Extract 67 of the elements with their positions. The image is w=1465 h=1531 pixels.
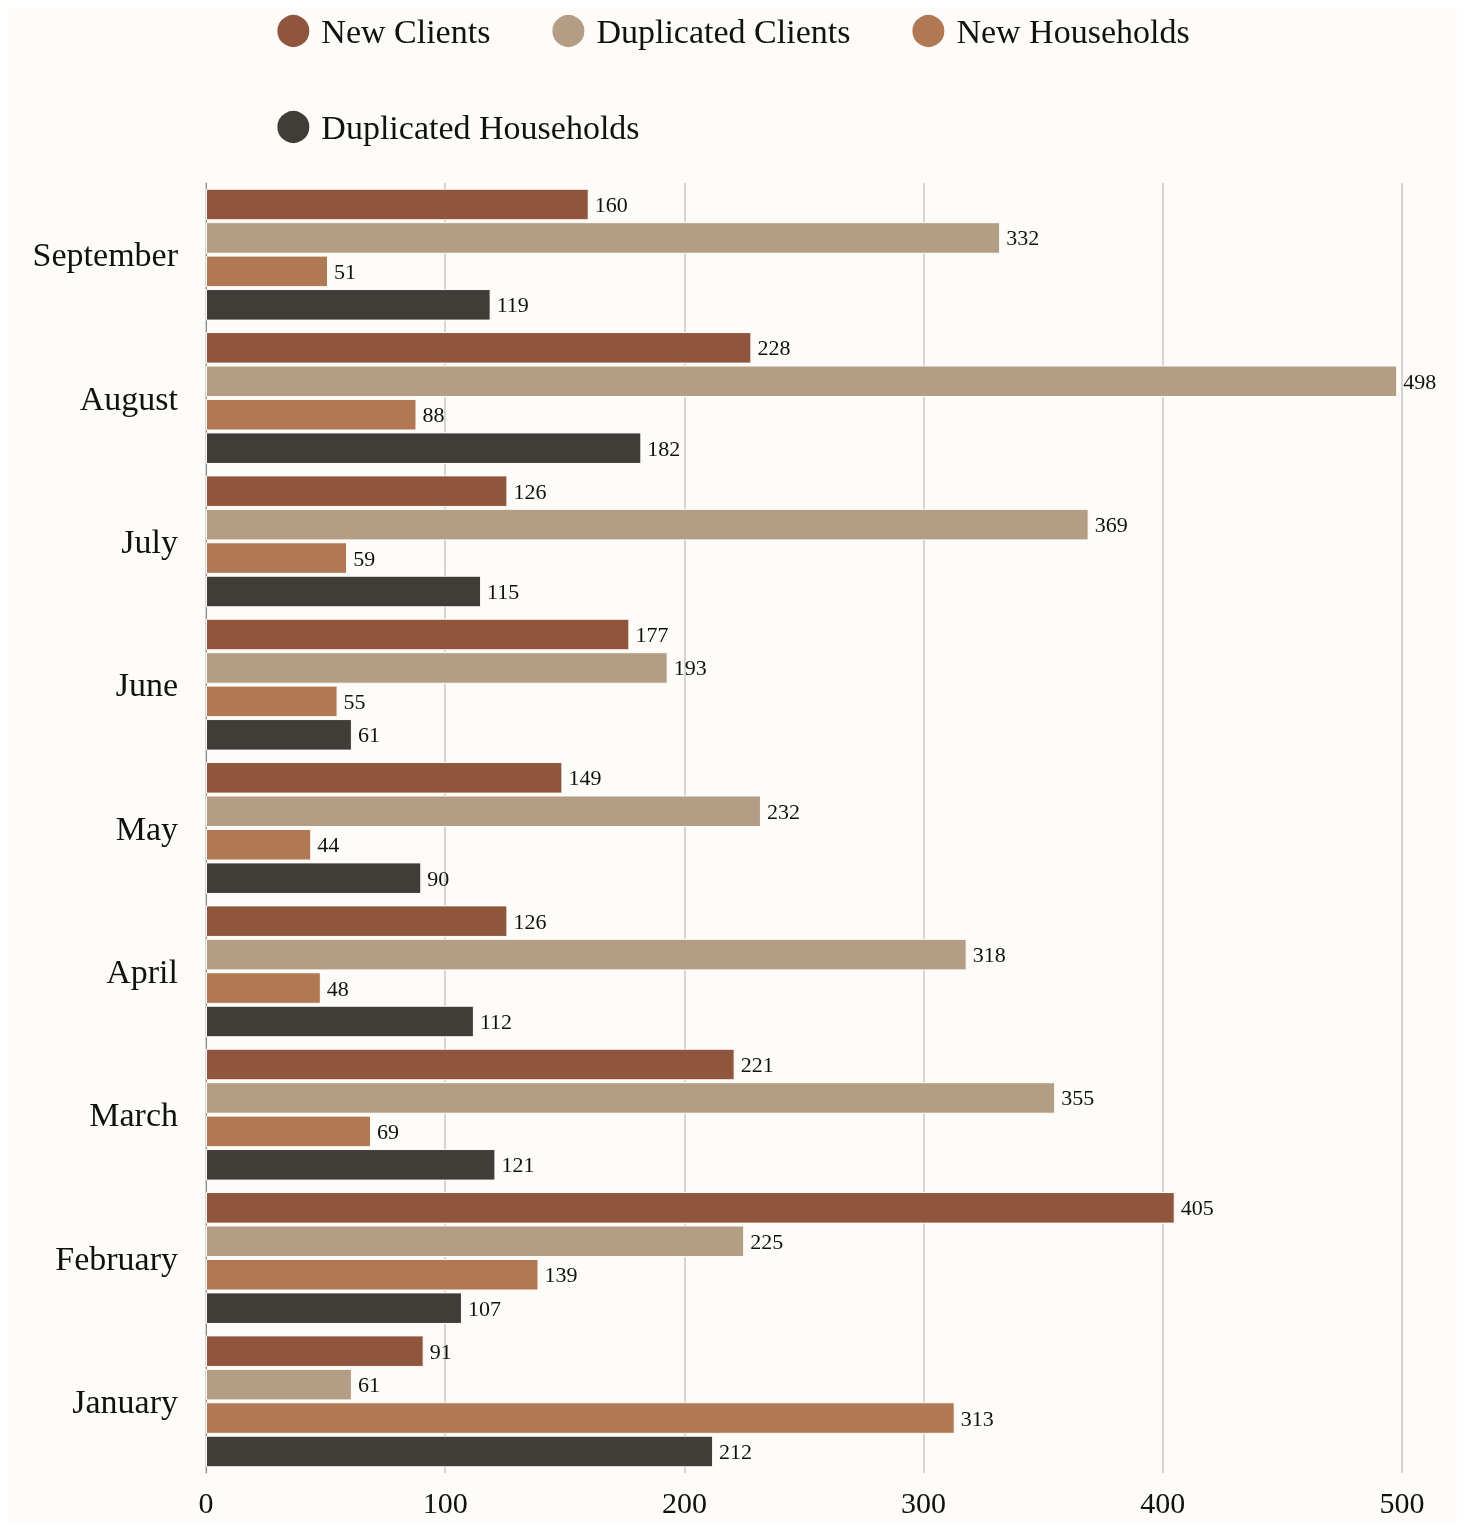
- x-tick-label: 0: [198, 1485, 214, 1519]
- legend-label: Duplicated Clients: [596, 12, 851, 50]
- y-tick-label: March: [89, 1096, 178, 1134]
- bar: [206, 618, 630, 651]
- data-label: 119: [496, 292, 529, 318]
- data-label: 126: [513, 908, 547, 934]
- data-label: 318: [972, 942, 1006, 968]
- data-label: 112: [479, 1008, 513, 1034]
- data-label: 55: [343, 688, 366, 714]
- data-label: 177: [635, 622, 669, 648]
- x-tick-label: 300: [901, 1485, 947, 1519]
- data-label: 91: [429, 1338, 452, 1364]
- data-label: 232: [766, 798, 800, 824]
- bar: [206, 1149, 496, 1181]
- data-label: 313: [960, 1405, 994, 1431]
- data-label: 59: [353, 545, 376, 571]
- x-tick-label: 400: [1140, 1485, 1186, 1519]
- legend-label: New Households: [956, 12, 1190, 50]
- bar: [206, 289, 491, 321]
- legend-label: New Clients: [321, 12, 491, 50]
- data-label: 115: [487, 578, 520, 604]
- bar: [206, 719, 352, 751]
- data-label: 126: [513, 478, 547, 504]
- legend-label: Duplicated Households: [321, 108, 640, 146]
- data-label: 498: [1403, 368, 1437, 394]
- data-label: 44: [317, 832, 340, 858]
- y-tick-label: February: [55, 1239, 178, 1277]
- data-label: 149: [568, 765, 602, 791]
- bar: [206, 1435, 714, 1468]
- y-tick-label: June: [115, 666, 178, 704]
- data-label: 228: [757, 335, 791, 361]
- data-label: 61: [357, 722, 380, 748]
- data-label: 221: [740, 1052, 774, 1078]
- data-label: 61: [357, 1372, 380, 1398]
- data-label: 69: [377, 1118, 400, 1144]
- data-label: 48: [326, 975, 349, 1001]
- x-tick-label: 200: [661, 1485, 707, 1519]
- y-tick-label: January: [72, 1382, 178, 1420]
- bar: [206, 1335, 424, 1367]
- data-label: 107: [467, 1295, 501, 1321]
- data-label: 225: [750, 1228, 784, 1254]
- bar: [206, 1048, 735, 1081]
- y-tick-label: May: [115, 809, 178, 847]
- y-tick-label: July: [121, 522, 178, 560]
- y-tick-label: September: [32, 236, 179, 274]
- bar: [206, 575, 482, 608]
- bar: [206, 475, 508, 507]
- data-label: 51: [333, 258, 356, 284]
- y-tick-label: August: [79, 379, 179, 417]
- data-label: 182: [647, 435, 681, 461]
- data-label: 332: [1006, 225, 1040, 251]
- data-label: 88: [422, 402, 445, 428]
- data-label: 139: [544, 1262, 578, 1288]
- x-tick-label: 100: [422, 1485, 468, 1519]
- data-label: 90: [427, 865, 450, 891]
- data-label: 405: [1180, 1195, 1214, 1221]
- data-label: 369: [1094, 512, 1128, 538]
- data-label: 193: [673, 655, 707, 681]
- data-label: 160: [594, 192, 628, 218]
- bar: [206, 1005, 474, 1038]
- data-label: 212: [719, 1438, 753, 1464]
- bar: [206, 905, 508, 937]
- bar: [206, 188, 589, 221]
- y-tick-label: April: [106, 952, 178, 990]
- data-label: 355: [1061, 1085, 1095, 1111]
- x-tick-label: 500: [1379, 1485, 1425, 1519]
- data-label: 121: [501, 1152, 535, 1178]
